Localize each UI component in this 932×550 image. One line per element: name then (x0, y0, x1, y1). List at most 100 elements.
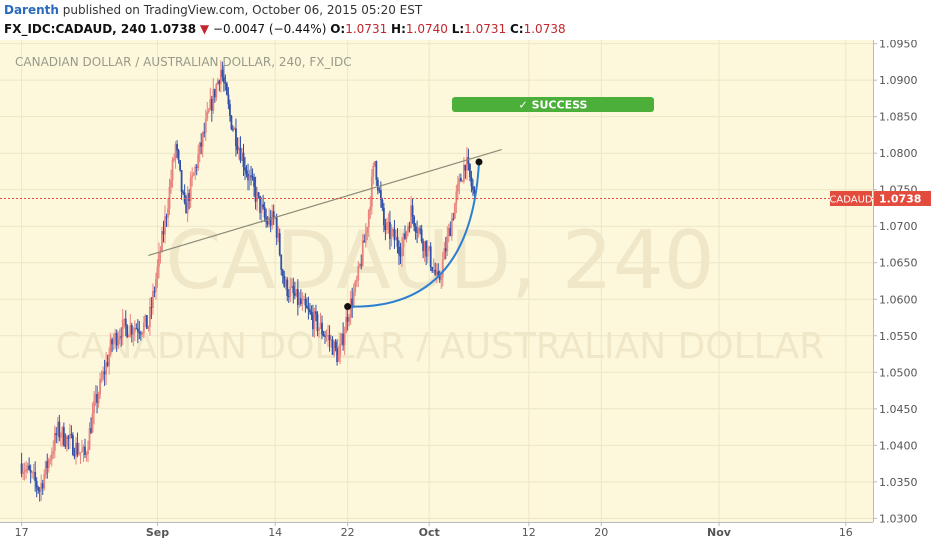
candle (161, 226, 163, 253)
candle (219, 60, 222, 93)
arc-end-point[interactable] (475, 158, 483, 166)
candle (382, 203, 385, 233)
candle (331, 336, 334, 355)
candle (266, 215, 269, 228)
candle (393, 220, 396, 249)
candle (176, 140, 178, 159)
publication-line: Darenth published on TradingView.com, Oc… (4, 3, 422, 17)
success-badge[interactable]: ✓ SUCCESS (452, 97, 654, 112)
candle (206, 101, 209, 122)
candle (32, 463, 35, 480)
candle (313, 307, 316, 338)
candle (310, 305, 313, 320)
candle (94, 385, 97, 406)
candle (173, 153, 175, 163)
candle (260, 197, 263, 223)
candle (117, 330, 120, 349)
low-label: L: (451, 22, 465, 36)
candle (236, 137, 239, 155)
candle (50, 447, 53, 467)
candle (52, 440, 55, 459)
candle (386, 217, 388, 235)
high-label: H: (391, 22, 406, 36)
candle (337, 346, 340, 363)
candle (241, 147, 243, 162)
candle (420, 224, 423, 244)
candle (361, 234, 364, 268)
quote-line: FX_IDC:CADAUD, 240 1.0738 ▼ −0.0047 (−0.… (4, 22, 566, 36)
candle (428, 245, 431, 251)
candle (100, 370, 103, 383)
symbol-label[interactable]: FX_IDC:CADAUD, 240 (4, 22, 146, 36)
candle (139, 330, 142, 341)
candle (384, 218, 387, 241)
candle (44, 460, 47, 479)
x-tick-label: 17 (15, 526, 29, 539)
y-tick-label: 1.0850 (879, 111, 918, 124)
symbol-tag (830, 190, 872, 206)
candle (392, 226, 394, 237)
close-label: C: (510, 22, 524, 36)
drawings[interactable]: ✓ SUCCESS (0, 97, 873, 311)
candle (373, 161, 376, 168)
price-chart[interactable]: CADAUD, 240 CANADIAN DOLLAR / AUSTRALIAN… (0, 40, 932, 550)
candle (289, 277, 292, 303)
candle (322, 330, 325, 337)
candle (319, 312, 322, 330)
y-tick-label: 1.0700 (879, 220, 918, 233)
candle (65, 434, 68, 452)
candle (315, 304, 317, 322)
candle (398, 240, 400, 265)
candle (144, 314, 147, 328)
candle (138, 320, 141, 340)
candle (304, 293, 307, 313)
candle (25, 461, 28, 479)
candle (435, 263, 438, 284)
candle (387, 213, 390, 234)
author-link[interactable]: Darenth (4, 3, 59, 17)
price-axis[interactable]: 1.09501.09001.08501.08001.07501.07001.06… (873, 40, 932, 550)
candle (423, 240, 426, 262)
candle (204, 109, 207, 141)
candle (263, 201, 266, 222)
candle (286, 277, 289, 302)
last-price: 1.0738 (149, 22, 197, 36)
candle (464, 164, 467, 179)
candle (248, 169, 251, 191)
candle (253, 173, 255, 197)
candle (38, 486, 41, 502)
candle (334, 338, 337, 352)
arc-start-point[interactable] (344, 303, 352, 311)
candle (278, 228, 281, 257)
y-tick-label: 1.0450 (879, 403, 918, 416)
candle (106, 354, 109, 368)
candle (411, 198, 414, 224)
candle (254, 176, 257, 210)
candle (330, 334, 332, 348)
candle (348, 314, 351, 327)
candle (170, 169, 172, 194)
candle (366, 226, 369, 241)
candle (369, 196, 372, 219)
candle (351, 287, 354, 318)
y-tick-label: 1.0300 (879, 512, 918, 525)
candle (364, 223, 367, 248)
candle (325, 329, 328, 342)
trendline[interactable] (148, 148, 502, 257)
candle (105, 352, 108, 386)
candle (177, 148, 180, 164)
candle (408, 221, 411, 233)
candle (133, 320, 136, 342)
candle (441, 251, 444, 287)
arc-curve[interactable] (347, 161, 480, 308)
candle (56, 417, 59, 444)
candle (458, 173, 461, 195)
candle (213, 88, 216, 103)
candle (93, 390, 95, 425)
price-tag (874, 190, 931, 206)
candle (53, 425, 56, 459)
candle (455, 184, 458, 214)
candle (155, 272, 157, 300)
candle (410, 195, 412, 229)
time-axis[interactable]: 17 Sep 14 22 Oct 12 20 Nov 16 (0, 522, 873, 550)
